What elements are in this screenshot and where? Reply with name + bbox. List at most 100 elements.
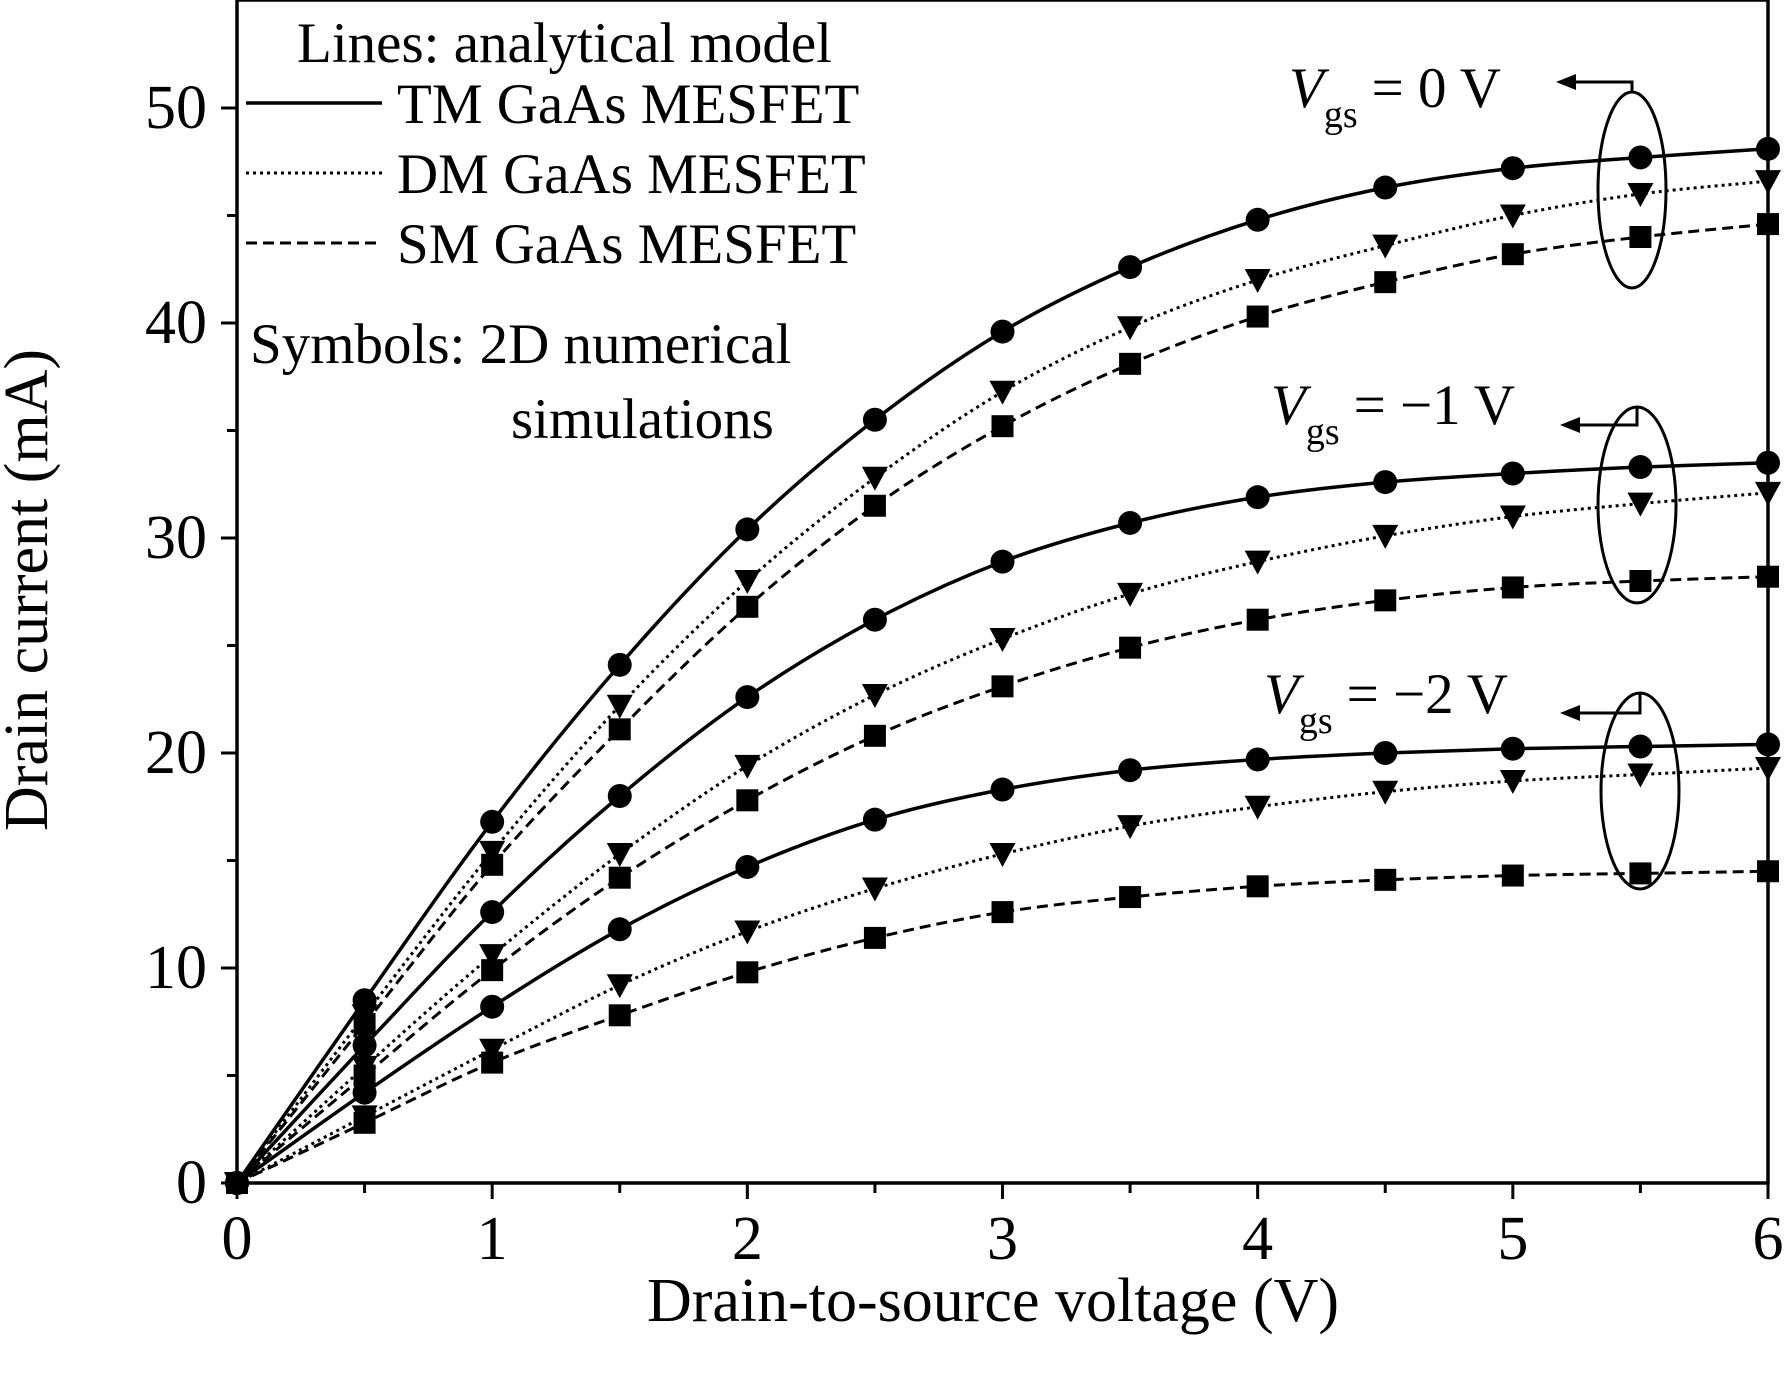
data-point-circle [1500, 461, 1525, 486]
data-point-square [736, 789, 759, 812]
data-point-triangle-down [1627, 183, 1654, 207]
data-point-circle [480, 900, 505, 925]
legend-label-sm: SM GaAs MESFET [397, 213, 856, 276]
data-point-square [991, 415, 1014, 438]
axis-ticks [221, 106, 1770, 1199]
data-point-triangle-down [861, 466, 888, 491]
data-point-triangle-down [1499, 204, 1526, 229]
data-point-triangle-down [989, 843, 1016, 868]
data-point-square [991, 675, 1014, 698]
data-point-square [1119, 636, 1142, 659]
x-tick-label: 5 [1497, 1205, 1528, 1273]
data-point-square [1501, 864, 1524, 887]
series-markers [224, 136, 1781, 1196]
annotation-vgs-0-leader [1568, 80, 1634, 92]
x-axis-title: Drain-to-source voltage (V) [647, 1267, 1339, 1335]
series-line-1 [235, 179, 1769, 1184]
x-tick-label: 2 [732, 1205, 763, 1273]
data-point-triangle-down [1244, 795, 1271, 820]
series-line-4 [235, 491, 1769, 1185]
data-point-square [1757, 565, 1779, 588]
annotation-vgs-0: Vgs = 0 V [1289, 57, 1668, 290]
data-point-triangle-down [1372, 780, 1399, 805]
series-line-6 [235, 742, 1769, 1185]
data-point-square [1374, 589, 1397, 612]
data-point-circle [1245, 207, 1270, 232]
series-line-2 [235, 222, 1769, 1184]
data-point-circle [862, 607, 887, 632]
data-point-square [1501, 576, 1524, 599]
data-point-triangle-down [1755, 481, 1781, 506]
legend-label-tm: TM GaAs MESFET [397, 73, 859, 136]
data-point-circle [1500, 156, 1525, 181]
data-point-square [226, 1172, 248, 1194]
data-point-circle [607, 784, 632, 808]
data-point-square [1246, 875, 1269, 898]
data-point-circle [1118, 510, 1143, 535]
data-point-triangle-down [1372, 524, 1399, 549]
data-point-square [481, 959, 504, 982]
data-point-circle [352, 1080, 377, 1105]
y-tick-label: 10 [145, 934, 207, 1002]
y-tick-label: 0 [176, 1149, 207, 1217]
data-point-triangle-down [606, 974, 633, 999]
data-point-square [608, 1004, 631, 1027]
y-tick-label: 50 [145, 74, 207, 142]
data-point-triangle-down [1117, 582, 1144, 607]
data-point-square [481, 1051, 504, 1074]
data-point-square [608, 866, 631, 889]
data-point-circle [1373, 470, 1398, 495]
series-line-0 [235, 147, 1769, 1185]
legend-label-dm: DM GaAs MESFET [397, 143, 866, 206]
data-point-circle [990, 777, 1015, 802]
series-lines [235, 147, 1769, 1185]
legend-symbols-note-2: simulations [511, 388, 774, 451]
data-point-triangle-down [1372, 234, 1399, 259]
annotation-vgs-2-ellipse [1599, 691, 1681, 891]
data-point-square [353, 1012, 376, 1035]
data-point-triangle-down [734, 920, 761, 945]
data-point-square [1246, 608, 1269, 631]
annotation-vgs-2-arrowhead [1560, 705, 1580, 721]
annotation-vgs-1-label: Vgs = −1 V [1271, 374, 1515, 453]
x-tick-label: 1 [477, 1205, 508, 1273]
legend: Lines: analytical model TM GaAs MESFET D… [246, 12, 866, 451]
data-point-circle [735, 854, 760, 879]
x-tick-label: 4 [1242, 1205, 1273, 1273]
data-point-triangle-down [861, 877, 888, 902]
data-point-triangle-down [734, 570, 761, 594]
data-point-square [481, 853, 504, 876]
data-point-triangle-down [1755, 757, 1781, 782]
y-axis-title: Drain current (mA) [0, 349, 61, 831]
data-point-circle [735, 685, 760, 710]
annotation-vgs-1: Vgs = −1 V [1271, 374, 1678, 605]
y-tick-label: 40 [145, 289, 207, 357]
data-point-square [1629, 226, 1652, 248]
x-tick-label: 6 [1753, 1205, 1784, 1273]
x-tick-label: 0 [222, 1205, 253, 1273]
data-point-circle [607, 652, 632, 677]
data-point-circle [1373, 175, 1398, 200]
data-point-triangle-down [1499, 769, 1526, 794]
data-point-triangle-down [861, 683, 888, 708]
data-point-triangle-down [1117, 316, 1144, 341]
data-point-circle [862, 807, 887, 832]
data-point-square [1374, 271, 1397, 294]
data-point-square [1501, 243, 1524, 266]
data-point-triangle-down [1627, 763, 1654, 788]
data-point-circle [607, 917, 632, 942]
data-point-triangle-down [479, 840, 506, 865]
data-point-triangle-down [1244, 550, 1271, 575]
data-point-triangle-down [479, 944, 506, 969]
legend-header: Lines: analytical model [297, 12, 832, 75]
y-tick-label: 30 [145, 504, 207, 572]
data-point-circle [1756, 450, 1780, 475]
data-point-circle [990, 549, 1015, 574]
data-point-square [1629, 862, 1652, 885]
data-point-circle [1756, 732, 1780, 757]
annotation-vgs-1-leader [1572, 407, 1639, 427]
data-point-circle [1628, 455, 1653, 480]
data-point-triangle-down [989, 380, 1016, 405]
data-point-circle [1373, 741, 1398, 765]
